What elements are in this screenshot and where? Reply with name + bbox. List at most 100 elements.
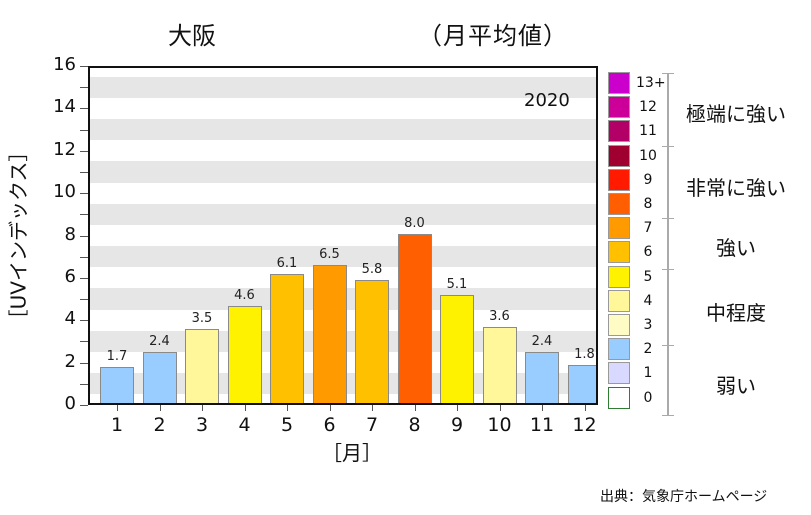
legend-category: 非常に強い (686, 176, 786, 200)
legend-swatch (608, 314, 630, 336)
bar-value-label: 3.6 (489, 308, 510, 324)
legend-swatch (608, 144, 630, 167)
grid-band (90, 76, 596, 98)
legend-value: 6 (643, 244, 653, 261)
bar-month-12 (567, 364, 596, 403)
x-tick (287, 405, 288, 411)
y-tick (80, 235, 88, 237)
y-tick-label: 14 (53, 96, 76, 118)
y-tick (80, 193, 88, 195)
bar-value-label: 3.5 (191, 310, 213, 326)
x-tick (372, 405, 373, 411)
y-tick-label: 8 (64, 223, 76, 245)
x-tick (329, 405, 331, 411)
legend-value: 11 (639, 123, 657, 140)
legend-swatch (608, 72, 630, 94)
x-tick (159, 405, 161, 411)
bar-value-label: 1.8 (574, 346, 595, 362)
x-tick-label: 9 (450, 414, 464, 436)
y-tick-label: 4 (64, 308, 76, 330)
bar-value-label: 2.4 (531, 334, 553, 350)
legend-swatch (608, 168, 630, 191)
legend-category: 強い (716, 236, 756, 260)
bar-month-5 (270, 273, 304, 403)
legend-swatch (608, 338, 630, 361)
x-tick (584, 405, 586, 411)
y-tick-label: 12 (53, 138, 76, 160)
y-tick-label: 16 (53, 54, 76, 75)
bar-month-1 (100, 366, 134, 403)
legend-bracket-tick (662, 345, 674, 346)
grid-band (90, 246, 596, 268)
legend-value: 0 (643, 389, 653, 406)
y-tick (80, 299, 88, 301)
plot-area: 1.7 2.4 3.5 4.6 6.1 6.5 5.8 8.0 5.1 3.6 2.4 1.8 (88, 66, 598, 405)
x-axis-label: ［月］ (322, 441, 382, 465)
legend-bracket-tick (662, 415, 674, 416)
bar-value-label: 2.4 (149, 334, 170, 350)
x-tick-label: 8 (408, 414, 421, 436)
bar-value-label: 5.1 (446, 276, 468, 292)
legend-swatch (608, 362, 630, 385)
y-tick (80, 171, 88, 173)
x-tick (542, 405, 543, 411)
y-tick (80, 320, 88, 322)
x-tick-label: 4 (238, 414, 251, 436)
grid-band (90, 161, 596, 183)
legend-swatch (608, 120, 630, 143)
legend-bracket-tick (662, 218, 674, 219)
y-tick-label: 2 (64, 350, 76, 372)
y-tick-label: 10 (53, 181, 76, 203)
chart-title-location: 大阪 (168, 22, 216, 50)
x-tick (202, 405, 203, 411)
x-tick-label: 11 (529, 414, 555, 436)
grid-band (90, 203, 596, 225)
legend-swatch (608, 96, 630, 119)
legend-value: 2 (643, 341, 653, 358)
bar-value-label: 6.5 (319, 247, 340, 263)
y-tick (80, 277, 88, 279)
legend-value: 3 (643, 317, 653, 333)
bar-month-8 (397, 233, 432, 403)
bar-value-label: 1.7 (106, 348, 128, 364)
y-tick-label: 0 (64, 393, 76, 414)
bar-month-7 (355, 280, 389, 403)
legend-swatch (608, 241, 630, 264)
x-tick-label: 3 (195, 414, 209, 436)
legend-value: 13+ (636, 75, 666, 91)
bar-month-6 (312, 265, 347, 403)
legend-value: 1 (643, 365, 653, 382)
legend-value: 4 (643, 292, 653, 309)
x-tick (414, 405, 416, 411)
y-tick (80, 341, 88, 343)
x-tick-label: 1 (110, 414, 124, 436)
y-tick (80, 256, 88, 258)
legend-swatch (608, 265, 630, 288)
y-tick (80, 66, 88, 67)
year-annotation: 2020 (524, 90, 570, 111)
legend-bracket-line (667, 73, 669, 415)
x-tick (499, 405, 501, 411)
y-tick (80, 87, 88, 89)
legend-category: 弱い (716, 374, 756, 398)
bar-month-9 (440, 294, 474, 403)
bar-value-label: 6.1 (276, 255, 298, 271)
y-tick-label: 6 (64, 265, 76, 287)
y-axis-label: ［UVインデックス］ (6, 141, 31, 329)
x-tick-label: 6 (323, 414, 336, 436)
legend-category: 極端に強い (686, 102, 786, 126)
bar-month-3 (185, 328, 219, 403)
x-tick-label: 2 (153, 414, 166, 436)
bar-month-11 (525, 352, 559, 403)
legend-value: 8 (643, 196, 653, 212)
legend-swatch (608, 217, 630, 240)
chart-subtitle: （月平均値） (418, 22, 568, 50)
legend-value: 10 (639, 147, 657, 164)
x-tick (117, 405, 118, 411)
x-tick-label: 5 (280, 414, 294, 436)
legend-value: 7 (643, 220, 653, 237)
bar-month-2 (142, 352, 177, 403)
y-tick (80, 383, 88, 385)
y-tick (80, 362, 88, 364)
legend-bracket-tick (662, 146, 674, 147)
